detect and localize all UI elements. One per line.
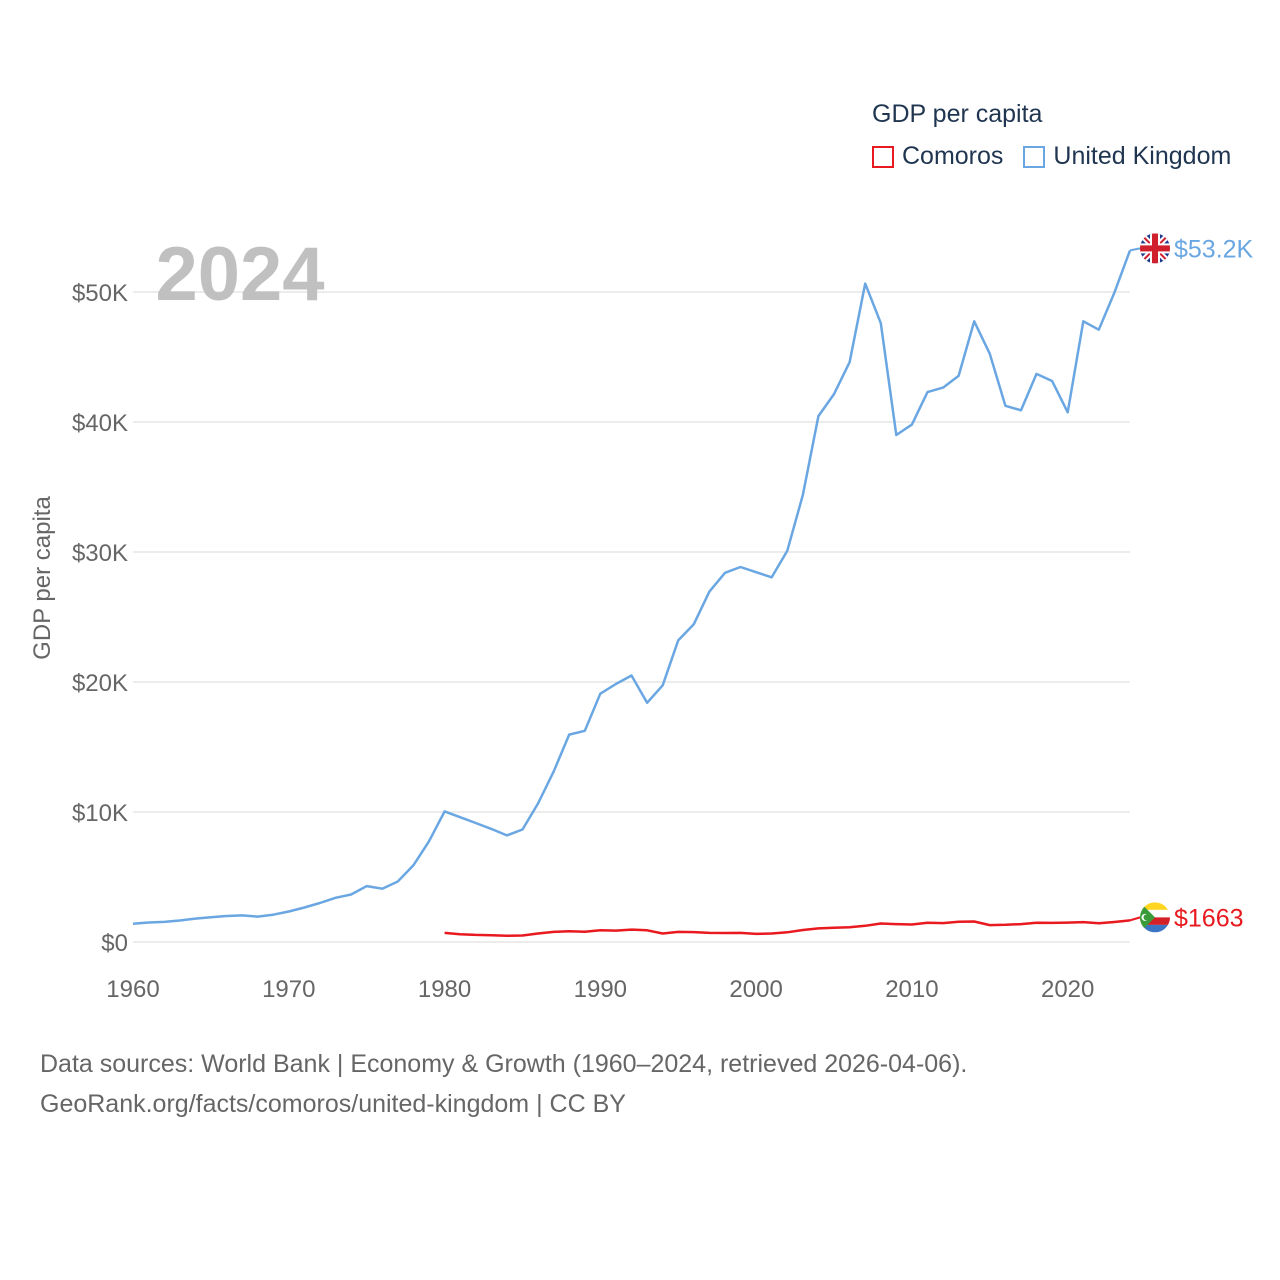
x-tick-label: 1960 [106,976,159,1003]
end-value-label-comoros: $1663 [1174,904,1244,932]
x-tick-label: 1980 [418,976,471,1003]
legend-swatch-united-kingdom [1023,145,1046,168]
x-tick-label: 2020 [1041,976,1094,1003]
y-tick-label: $20K [72,670,128,697]
footer: Data sources: World Bank | Economy & Gro… [40,1044,967,1124]
end-connector-comoros [1129,916,1141,922]
footer-link[interactable]: GeoRank.org/facts/comoros/united-kingdom… [40,1090,626,1118]
y-tick-label: $50K [72,280,128,307]
series-line-united-kingdom [132,249,1132,926]
y-tick-label: $0 [101,930,128,957]
x-tick-label: 1970 [262,976,315,1003]
legend-label-united-kingdom: United Kingdom [1053,142,1232,170]
end-connector-united-kingdom [1129,247,1141,252]
legend-item-united-kingdom[interactable]: United Kingdom [1023,142,1231,171]
y-axis-ticks: $0 $10K $20K $30K $40K $50K [72,280,128,957]
legend-swatch-comoros [872,145,894,168]
x-tick-label: 2010 [885,976,938,1003]
y-tick-label: $40K [72,410,128,437]
y-axis-label: GDP per capita [29,496,56,660]
x-tick-label: 1990 [574,976,627,1003]
x-axis-ticks: 1960 1970 1980 1990 2000 2010 2020 [106,976,1094,1003]
series-lines [132,249,1132,938]
year-label: 2024 [155,232,324,317]
y-tick-label: $10K [72,800,128,827]
footer-sources: Data sources: World Bank | Economy & Gro… [40,1050,968,1078]
legend-item-comoros[interactable]: Comoros [872,142,1003,171]
y-tick-label: $30K [72,540,128,567]
legend-label-comoros: Comoros [902,142,1004,170]
series-end-markers: $53.2K $1663 [1129,233,1254,933]
comoros-flag-icon [1140,902,1170,933]
uk-flag-icon [1140,233,1170,264]
legend-title: GDP per capita [872,100,1043,128]
series-line-comoros [444,919,1131,938]
end-value-label-united-kingdom: $53.2K [1174,235,1254,263]
x-tick-label: 2000 [729,976,782,1003]
grid-lines [133,291,1130,943]
legend: Comoros United Kingdom [872,142,1251,171]
